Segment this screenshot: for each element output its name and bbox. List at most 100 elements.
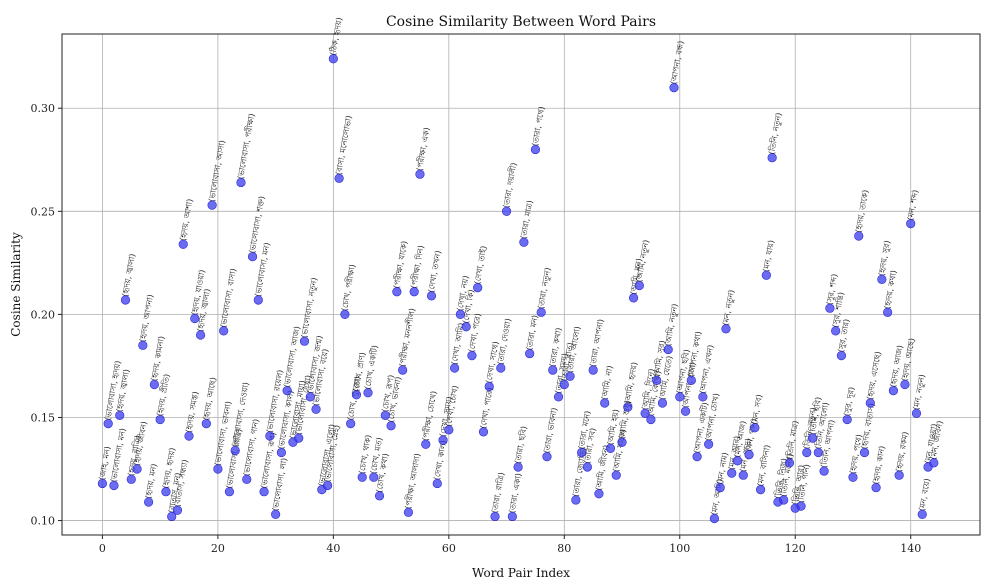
data-point — [294, 433, 304, 443]
data-point — [738, 470, 748, 480]
data-point — [426, 291, 437, 301]
data-point — [455, 309, 465, 319]
data-point — [374, 491, 385, 501]
data-point — [911, 408, 922, 418]
data-point — [709, 513, 720, 524]
data-point — [132, 464, 142, 474]
data-point — [888, 386, 898, 396]
data-point — [623, 402, 633, 412]
data-point — [877, 274, 887, 284]
data-point — [779, 495, 789, 505]
data-point — [444, 425, 454, 435]
data-point — [299, 336, 310, 346]
data-point — [640, 408, 650, 418]
data-point — [219, 326, 229, 336]
data-point — [311, 404, 321, 414]
data-point — [784, 458, 795, 468]
data-point — [906, 219, 916, 229]
data-point — [473, 282, 483, 293]
x-tick-label: 140 — [900, 542, 921, 555]
data-point — [276, 447, 286, 458]
data-point — [282, 386, 292, 396]
data-point — [496, 363, 506, 373]
data-point — [230, 445, 240, 456]
data-point — [715, 482, 725, 493]
data-point — [207, 200, 217, 210]
data-point — [680, 406, 691, 416]
data-point — [750, 423, 760, 433]
data-point — [478, 427, 489, 437]
data-point — [698, 392, 708, 402]
data-point — [97, 478, 108, 489]
data-point — [605, 443, 616, 454]
data-point — [438, 435, 448, 445]
y-tick-label: 0.25 — [31, 205, 56, 218]
data-point — [126, 474, 136, 484]
data-point — [692, 452, 702, 462]
data-point — [380, 410, 390, 421]
data-point — [184, 431, 194, 441]
data-point — [236, 177, 246, 188]
grid-lines — [62, 34, 980, 535]
data-point — [224, 487, 235, 497]
data-point — [588, 365, 598, 375]
x-tick-label: 0 — [99, 542, 106, 555]
data-point — [663, 344, 673, 355]
y-axis-title: Cosine Similarity — [9, 232, 23, 337]
data-point — [490, 511, 500, 522]
data-point — [553, 392, 564, 402]
data-point — [334, 173, 344, 183]
data-point — [340, 309, 350, 319]
data-point — [577, 447, 587, 458]
data-point — [242, 474, 252, 484]
data-points — [97, 54, 939, 524]
data-point — [195, 330, 206, 340]
data-point — [871, 482, 881, 493]
x-tick-label: 40 — [326, 542, 340, 555]
data-point — [115, 410, 125, 421]
data-point — [201, 419, 211, 429]
data-point — [686, 375, 696, 385]
data-point — [848, 472, 858, 482]
data-point — [369, 472, 379, 482]
data-point — [172, 505, 183, 515]
plot-frame — [61, 33, 981, 536]
data-point — [675, 392, 685, 402]
data-point — [894, 470, 904, 480]
axis-ticks: 0 20 40 60 80 100 120 140 0.10 0.15 0.20 0.25 0.30 — [31, 102, 922, 555]
data-point — [363, 388, 373, 398]
data-point — [351, 390, 362, 400]
data-point — [144, 497, 154, 507]
data-point — [819, 466, 829, 476]
data-point — [415, 169, 425, 179]
data-point — [461, 322, 471, 332]
data-point — [634, 280, 644, 291]
data-point — [657, 398, 668, 408]
data-point — [403, 507, 414, 517]
data-point — [559, 379, 569, 390]
data-point — [409, 287, 419, 297]
data-point — [761, 270, 771, 280]
data-point — [704, 439, 714, 449]
data-point — [929, 458, 939, 468]
data-point — [842, 414, 852, 425]
x-tick-label: 80 — [557, 542, 571, 555]
x-tick-label: 100 — [669, 542, 690, 555]
data-point — [611, 470, 621, 480]
data-point — [513, 462, 523, 472]
data-point — [247, 252, 258, 262]
data-point — [582, 462, 592, 472]
data-point — [825, 303, 835, 313]
data-point — [732, 456, 743, 466]
data-point — [721, 324, 731, 334]
data-point — [501, 206, 512, 216]
data-point — [900, 379, 910, 390]
y-tick-label: 0.30 — [31, 102, 56, 115]
data-point — [213, 464, 223, 474]
data-point — [167, 511, 177, 522]
data-point — [265, 431, 275, 441]
x-axis-title: Word Pair Index — [472, 566, 570, 580]
data-point — [854, 231, 864, 241]
data-point — [744, 449, 754, 460]
